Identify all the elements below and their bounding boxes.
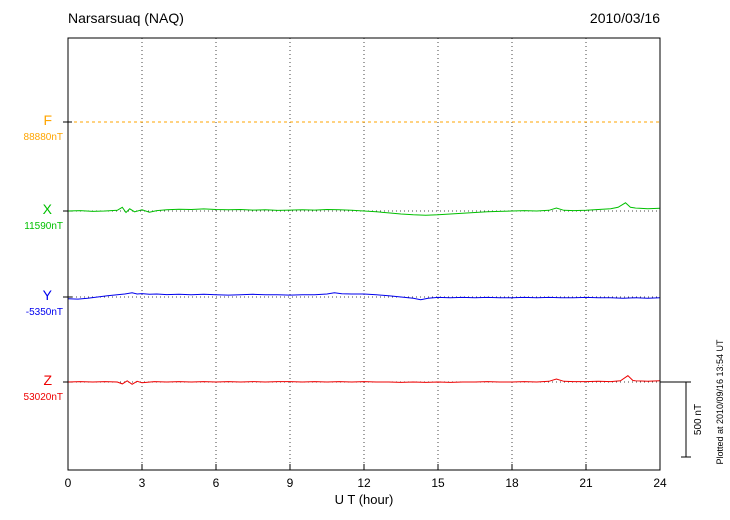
series-baseline-value-Z: 53020nT: [24, 392, 63, 403]
xtick-label-21: 21: [579, 476, 593, 490]
trace-Z: [67, 375, 661, 385]
xtick-label-9: 9: [287, 476, 294, 490]
trace-X: [67, 202, 661, 216]
plotted-at-note: Plotted at 2010/09/16 13:54 UT: [715, 339, 725, 465]
xtick-label-15: 15: [431, 476, 445, 490]
xtick-label-6: 6: [213, 476, 220, 490]
series-label-Z: Z: [43, 372, 52, 388]
plot-frame: [67, 37, 661, 471]
xtick-label-0: 0: [65, 476, 72, 490]
series-label-X: X: [43, 201, 53, 217]
series-baseline-value-Y: -5350nT: [26, 307, 63, 318]
series-baseline-value-X: 11590nT: [24, 221, 63, 232]
xtick-label-3: 3: [139, 476, 146, 490]
scalebar-label: 500 nT: [693, 404, 704, 435]
x-axis-label: U T (hour): [335, 492, 394, 507]
series-baseline-value-F: 88880nT: [24, 132, 63, 143]
series-label-Y: Y: [43, 287, 53, 303]
xtick-label-12: 12: [357, 476, 371, 490]
xtick-label-18: 18: [505, 476, 519, 490]
date-label: 2010/03/16: [589, 10, 660, 26]
station-title: Narsarsuaq (NAQ): [68, 10, 184, 26]
series-label-F: F: [43, 112, 52, 128]
trace-Y: [67, 292, 661, 301]
xtick-label-24: 24: [653, 476, 667, 490]
